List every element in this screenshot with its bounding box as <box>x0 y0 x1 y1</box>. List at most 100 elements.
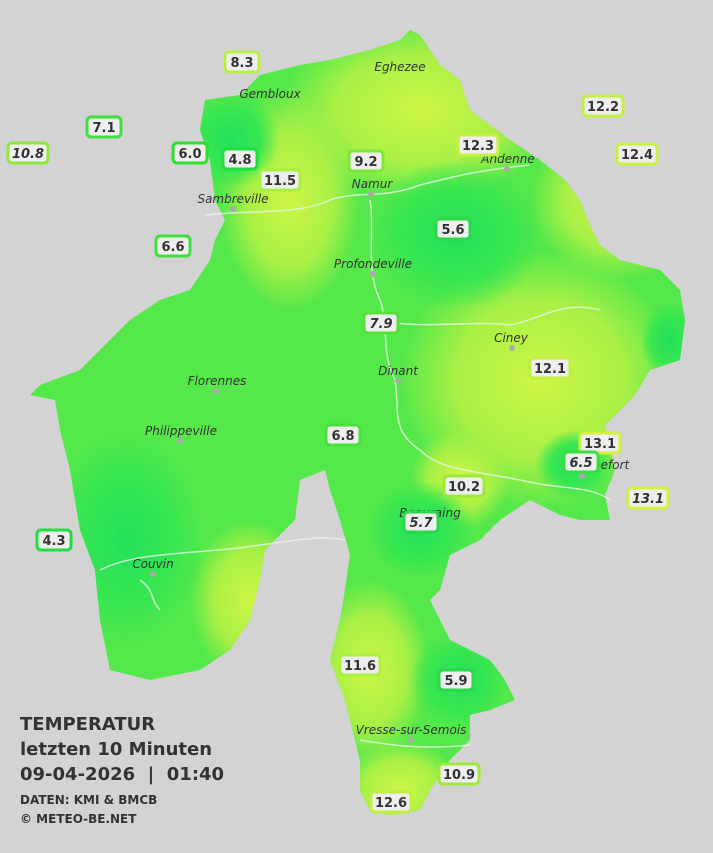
station-box <box>258 168 302 192</box>
station-value: 4.3 <box>42 534 65 549</box>
city-dot <box>408 737 414 743</box>
legend-copyright: © METEO-BE.NET <box>20 812 137 826</box>
station-value: 5.6 <box>441 223 464 238</box>
station-value: 12.4 <box>621 148 653 163</box>
station-value: 10.9 <box>443 768 475 783</box>
stations: 8.3 7.1 10.8 6.0 4.8 11.5 9.2 12.3 12.2 12.4 6.6 5.… <box>6 50 670 814</box>
station-value: 12.2 <box>587 100 619 115</box>
city-label: Eghezee <box>374 60 425 74</box>
station-box <box>85 115 123 139</box>
station: 10.9 <box>437 762 481 786</box>
station-value: 10.2 <box>448 480 480 495</box>
station: 6.6 <box>154 234 192 258</box>
station-box <box>578 431 622 455</box>
city-label: Gembloux <box>239 87 301 101</box>
station-value: 8.3 <box>230 56 253 71</box>
station-value: 10.8 <box>12 147 44 162</box>
station-box <box>402 510 440 534</box>
legend-title: TEMPERATUR <box>20 714 155 735</box>
station-box <box>35 528 73 552</box>
station-value: 4.8 <box>228 153 251 168</box>
city-label: Philippeville <box>145 424 217 438</box>
station: 6.8 <box>324 423 362 447</box>
city-label: Sambreville <box>197 192 268 206</box>
station: 11.5 <box>258 168 302 192</box>
city-dot <box>579 473 585 479</box>
legend-timestamp: 09-04-2026 | 01:40 <box>20 764 224 785</box>
station-value: 5.9 <box>444 674 467 689</box>
station-box <box>362 311 400 335</box>
station-box <box>615 142 659 166</box>
station-value: 11.6 <box>344 659 376 674</box>
station-box <box>223 50 261 74</box>
station: 13.1 <box>578 431 622 455</box>
city-dot <box>370 271 376 277</box>
city-dot <box>177 438 183 444</box>
station-value: 13.1 <box>632 492 664 507</box>
station: 7.1 <box>85 115 123 139</box>
station-value: 11.5 <box>264 174 296 189</box>
station: 5.9 <box>437 668 475 692</box>
station-box <box>581 94 625 118</box>
station: 12.4 <box>615 142 659 166</box>
station-value: 6.8 <box>331 429 354 444</box>
station: 12.1 <box>528 356 572 380</box>
station-value: 9.2 <box>354 155 377 170</box>
station-box <box>562 450 600 474</box>
station-value: 12.6 <box>375 796 407 811</box>
station: 6.0 <box>171 141 209 165</box>
legend: TEMPERATUR letzten 10 Minuten 09-04-2026… <box>20 714 224 826</box>
city-dot <box>150 571 156 577</box>
station: 7.9 <box>362 311 400 335</box>
city-label: Ciney <box>494 331 529 345</box>
city-dot <box>395 378 401 384</box>
city-dot <box>368 191 374 197</box>
station-box <box>171 141 209 165</box>
station: 13.1 <box>626 486 670 510</box>
station: 11.6 <box>338 653 382 677</box>
station-box <box>437 762 481 786</box>
station-box <box>626 486 670 510</box>
station: 5.7 <box>402 510 440 534</box>
station-box <box>528 356 572 380</box>
station-value: 12.1 <box>534 362 566 377</box>
city-dot <box>504 166 510 172</box>
city-dot <box>213 388 219 394</box>
station: 4.8 <box>221 147 259 171</box>
legend-source: DATEN: KMI & BMCB <box>20 793 157 807</box>
rivers <box>99 164 611 748</box>
station-box <box>456 133 500 157</box>
station-box <box>347 149 385 173</box>
station: 12.6 <box>369 790 413 814</box>
station-box <box>437 668 475 692</box>
city-label: Namur <box>352 177 394 191</box>
city-label: Vresse-sur-Semois <box>356 723 467 737</box>
city-label: Profondeville <box>334 257 412 271</box>
station: 4.3 <box>35 528 73 552</box>
station: 8.3 <box>223 50 261 74</box>
station: 5.6 <box>434 217 472 241</box>
station-value: 6.0 <box>178 147 201 162</box>
city-dot <box>230 206 236 212</box>
city-label: Dinant <box>378 364 419 378</box>
city-dot <box>509 345 515 351</box>
station-box <box>369 790 413 814</box>
station-box <box>434 217 472 241</box>
station-box <box>338 653 382 677</box>
city-label: Florennes <box>188 374 247 388</box>
station-box <box>154 234 192 258</box>
station-value: 13.1 <box>584 437 616 452</box>
station-value: 6.5 <box>569 456 592 471</box>
station-box <box>442 474 486 498</box>
station: 6.5 <box>562 450 600 474</box>
station: 12.2 <box>581 94 625 118</box>
station: 9.2 <box>347 149 385 173</box>
station-value: 7.9 <box>369 317 392 332</box>
station: 12.3 <box>456 133 500 157</box>
station: 10.8 <box>6 141 50 165</box>
legend-subtitle: letzten 10 Minuten <box>20 739 212 760</box>
station-value: 12.3 <box>462 139 494 154</box>
station-value: 7.1 <box>92 121 115 136</box>
city-label: Couvin <box>132 557 173 571</box>
